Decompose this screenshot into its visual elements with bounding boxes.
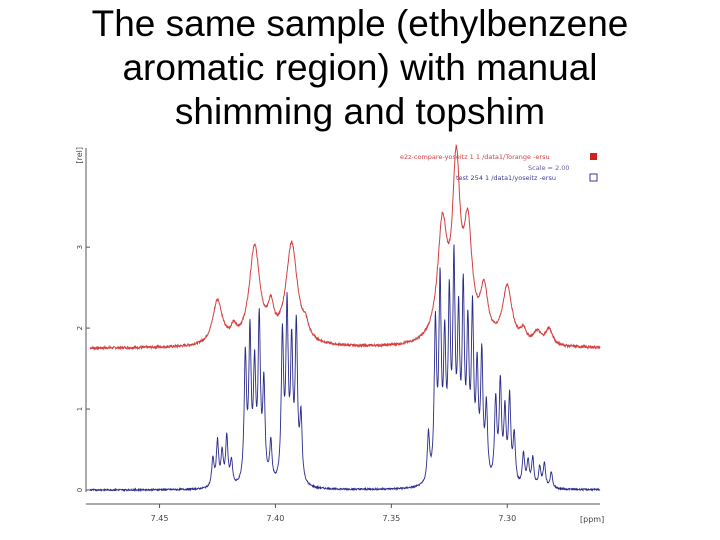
legend-entry-1: e2z-compare-yoseitz 1 1 /data1/Torange -… — [400, 153, 550, 161]
y-tick-label: 0 — [76, 488, 84, 492]
legend-entry-2: Scale = 2.00 — [528, 164, 570, 172]
nmr-spectrum-svg: [rel] [ppm] 0 1 2 3 7.45 7.40 7.35 7.30 e2z-co… — [60, 140, 610, 530]
y-tick-label: 3 — [76, 245, 84, 249]
x-tick-label: 7.45 — [151, 514, 169, 523]
legend-swatch-red — [590, 153, 597, 160]
slide-title-line-2: aromatic region) with manual — [122, 47, 598, 88]
legend-entry-3: test 254 1 /data1/yoseitz -ersu — [456, 174, 556, 182]
x-tick-label: 7.40 — [267, 514, 285, 523]
slide-title: The same sample (ethylbenzene aromatic r… — [0, 2, 720, 134]
legend: e2z-compare-yoseitz 1 1 /data1/Torange -… — [400, 153, 598, 182]
slide-title-line-3: shimming and topshim — [174, 91, 546, 132]
x-tick-label: 7.35 — [382, 514, 400, 523]
y-tick-label: 2 — [76, 326, 84, 330]
y-tick-label: 1 — [76, 407, 84, 411]
plot-background — [60, 140, 610, 530]
x-tick-group: 7.45 7.40 7.35 7.30 — [151, 504, 516, 523]
nmr-spectrum-plot: [rel] [ppm] 0 1 2 3 7.45 7.40 7.35 7.30 e2z-co… — [60, 140, 610, 530]
legend-swatch-blue — [589, 173, 598, 182]
slide-title-line-1: The same sample (ethylbenzene — [91, 3, 629, 44]
y-axis-label: [rel] — [75, 147, 84, 164]
y-tick-group: 0 1 2 3 — [76, 245, 90, 492]
series-group — [89, 143, 601, 493]
x-tick-label: 7.30 — [498, 514, 516, 523]
spectrum-line-topshim — [89, 244, 601, 493]
x-axis-label: [ppm] — [580, 515, 604, 524]
spectrum-line-manual-shim — [89, 143, 601, 351]
